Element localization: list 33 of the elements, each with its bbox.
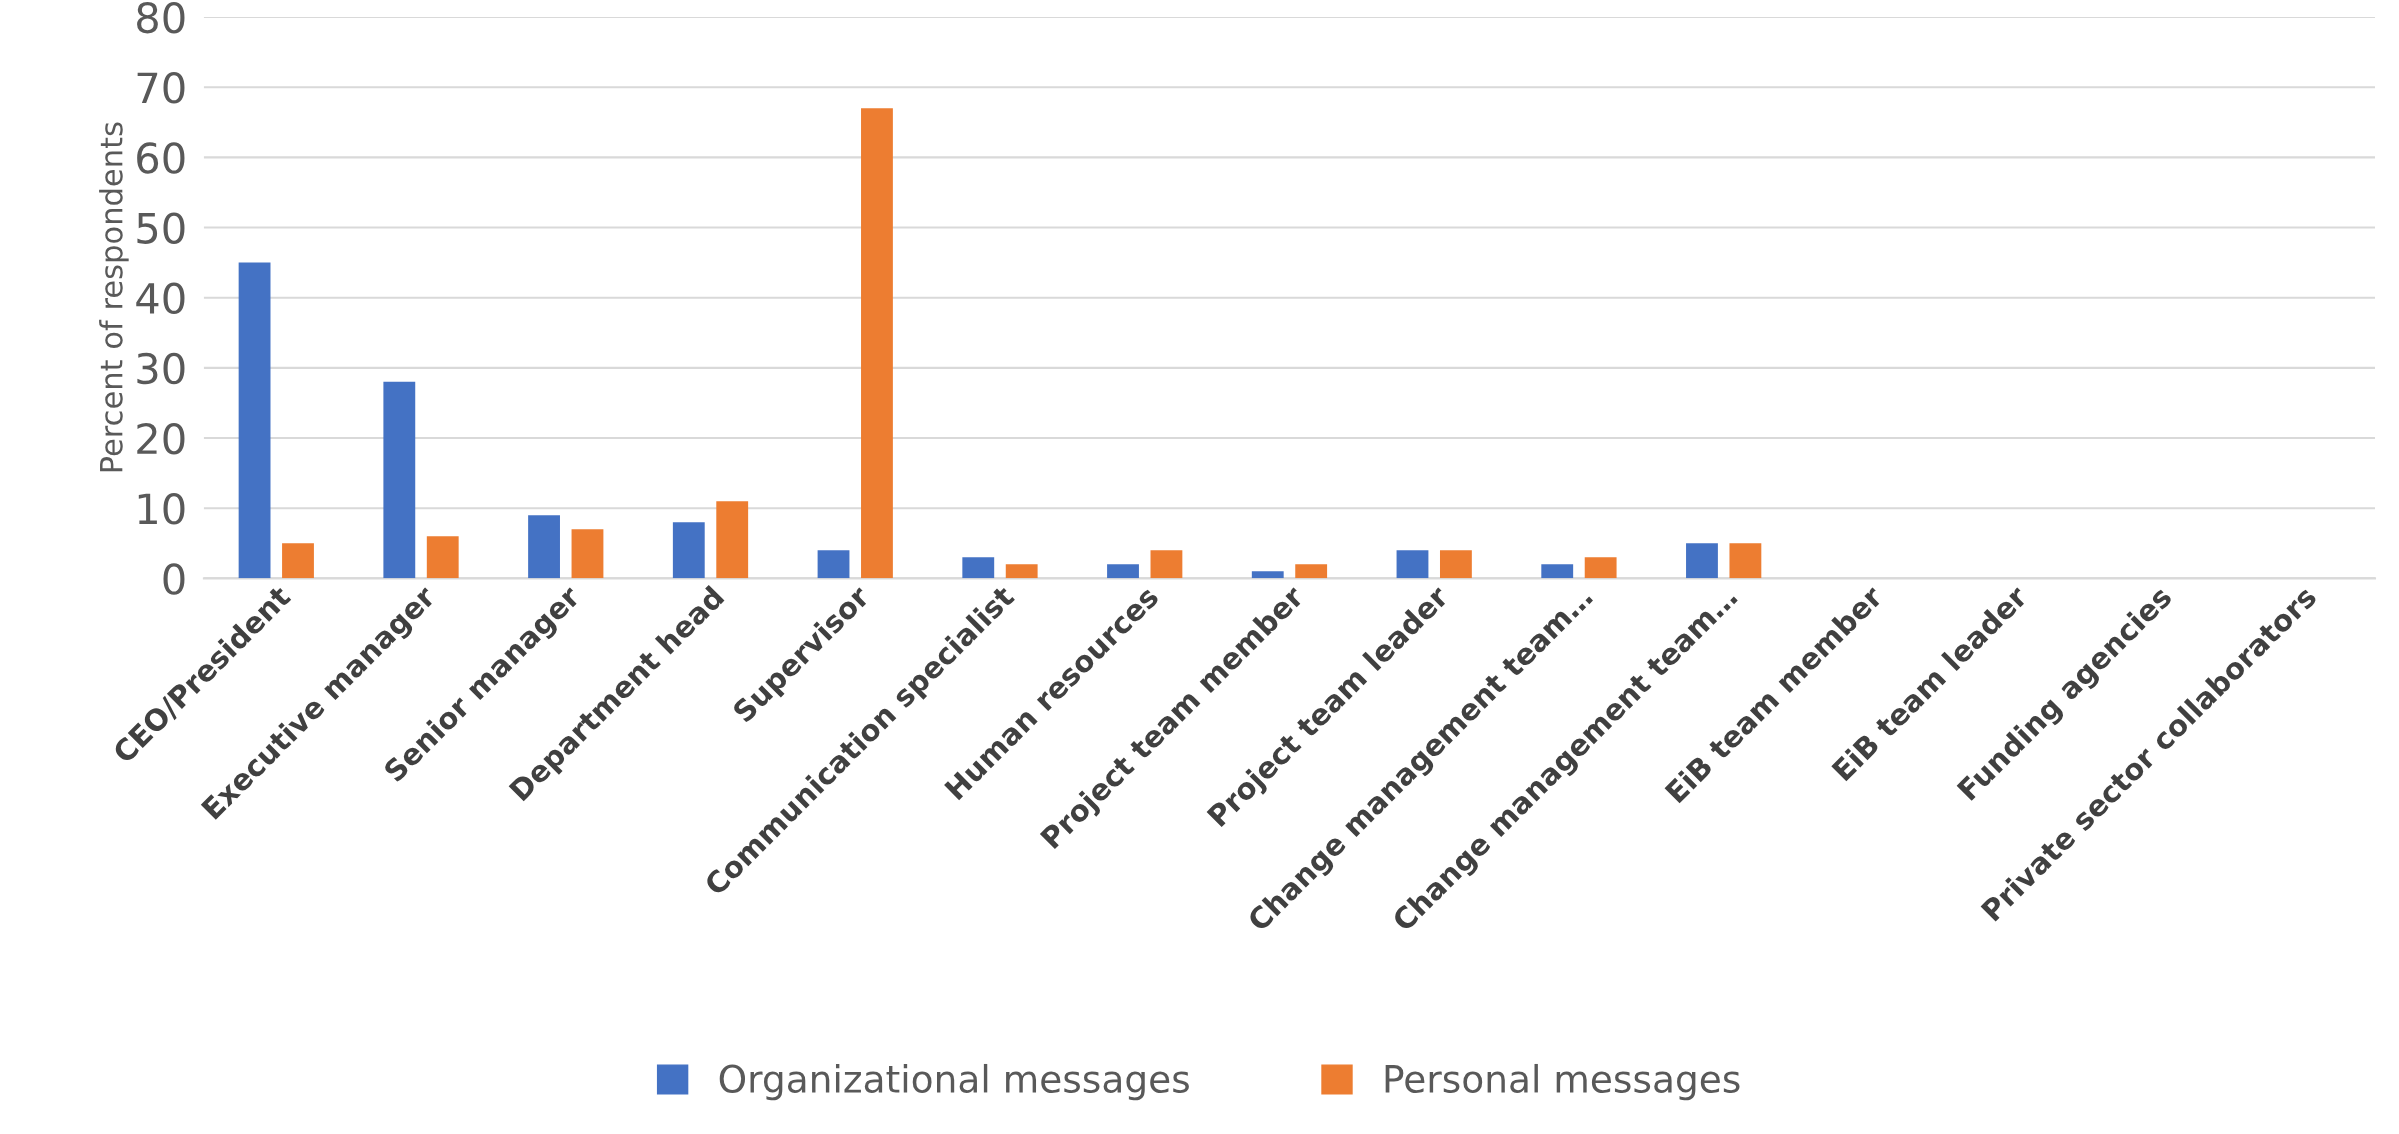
legend-label: Personal messages: [1385, 1063, 1740, 1101]
bar: [1005, 564, 1038, 579]
bar: [238, 262, 271, 579]
bar: [1396, 550, 1429, 579]
bar: [571, 529, 604, 579]
bar: [962, 557, 995, 579]
y-tick-label: 10: [138, 493, 185, 525]
bar: [672, 522, 705, 579]
bar: [282, 543, 314, 579]
bar: [1107, 564, 1139, 579]
bar: [1584, 557, 1617, 579]
legend-label: Organizational messages: [719, 1063, 1189, 1101]
bar: [861, 108, 893, 579]
y-tick-label: 70: [137, 72, 185, 104]
y-axis-title: Percent of respondents: [99, 122, 129, 472]
bar: [1295, 564, 1328, 579]
bar: [1686, 543, 1718, 579]
y-tick-label: 20: [137, 422, 185, 455]
bar: [383, 381, 416, 579]
bar: [1150, 550, 1183, 579]
y-tick-label: 40: [136, 282, 185, 315]
bar: [1251, 571, 1284, 579]
bar: [426, 536, 459, 579]
bar: [528, 515, 560, 579]
bar: [1729, 543, 1762, 579]
bar: [1541, 564, 1574, 579]
y-tick-label: 60: [137, 142, 185, 174]
y-tick-label: 30: [137, 352, 185, 385]
bar: [1439, 550, 1472, 579]
bar: [817, 550, 850, 579]
y-tick-label: 50: [137, 212, 185, 244]
bar: [716, 501, 749, 579]
y-tick-label: 80: [137, 1, 185, 34]
